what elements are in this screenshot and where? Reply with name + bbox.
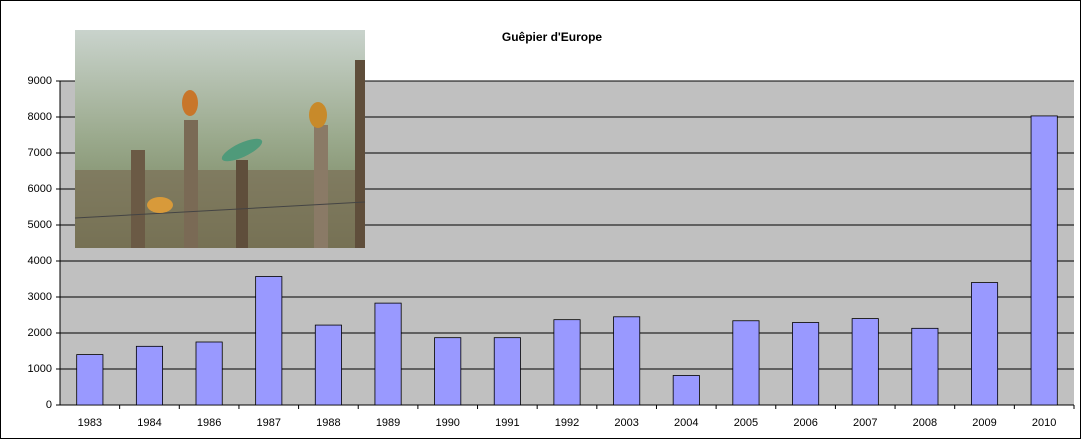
photo <box>74 30 366 248</box>
x-tick-label: 2008 <box>913 417 937 429</box>
bar <box>613 316 641 406</box>
bar <box>314 324 342 406</box>
x-tick-label: 2004 <box>674 417 698 429</box>
bar <box>672 375 700 406</box>
x-tick-label: 1986 <box>197 417 221 429</box>
x-tick-label: 1987 <box>257 417 281 429</box>
y-tick-label: 3000 <box>28 291 52 303</box>
bar <box>434 337 462 406</box>
bar <box>911 327 939 406</box>
x-tick-label: 2010 <box>1032 417 1056 429</box>
bar <box>255 276 283 406</box>
bar <box>76 354 104 406</box>
bar <box>195 341 223 406</box>
x-tick-label: 1991 <box>495 417 519 429</box>
x-tick-label: 2006 <box>793 417 817 429</box>
x-tick-label: 2007 <box>853 417 877 429</box>
x-tick-label: 1990 <box>435 417 459 429</box>
bar <box>971 282 999 406</box>
y-tick-label: 0 <box>46 399 52 411</box>
bar <box>553 319 581 406</box>
bar <box>732 320 760 406</box>
x-tick-label: 1988 <box>316 417 340 429</box>
bar <box>792 322 820 406</box>
y-tick-label: 7000 <box>28 147 52 159</box>
chart-title: Guêpier d'Europe <box>502 30 603 44</box>
y-tick-label: 9000 <box>28 75 52 87</box>
x-tick-label: 1983 <box>78 417 102 429</box>
x-tick-label: 1992 <box>555 417 579 429</box>
bar <box>851 318 879 406</box>
x-tick-label: 2009 <box>972 417 996 429</box>
bar <box>135 345 163 406</box>
y-tick-label: 8000 <box>28 111 52 123</box>
bar <box>374 302 402 406</box>
x-tick-label: 1984 <box>137 417 161 429</box>
y-tick-label: 2000 <box>28 327 52 339</box>
bar <box>1030 115 1058 406</box>
y-tick-label: 5000 <box>28 219 52 231</box>
bar <box>493 337 521 406</box>
y-tick-label: 1000 <box>28 363 52 375</box>
y-tick-label: 4000 <box>28 255 52 267</box>
x-tick-label: 2003 <box>614 417 638 429</box>
y-tick-label: 6000 <box>28 183 52 195</box>
x-tick-label: 1989 <box>376 417 400 429</box>
x-tick-label: 2005 <box>734 417 758 429</box>
